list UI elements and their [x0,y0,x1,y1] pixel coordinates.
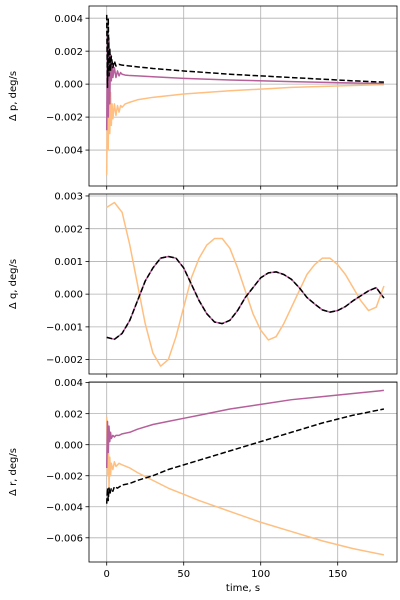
x-tick-label-3: 150 [328,569,347,580]
y-tick-label-4: 0.002 [54,224,83,235]
series-line-2 [107,35,384,131]
y-tick-label-0: −0.006 [46,533,83,544]
y-tick-label-3: 0.001 [54,257,83,268]
series-line-2 [107,390,384,468]
x-axis-label: time, s [226,583,260,594]
series-line-1 [107,417,384,555]
subplot-3: 0 50 100 150 −0.006 −0.004 −0.002 0.000 0.002 0.0… [8,378,397,594]
y-tick-label-5: 0.003 [54,192,83,203]
series-group [107,203,384,367]
x-tick-label-1: 50 [177,569,190,580]
y-tick-label-3: 0.002 [54,47,83,58]
y-axis-label: Δ p, deg/s [8,71,19,121]
plot-frame [89,6,397,186]
series-line-1 [107,203,384,367]
y-tick-label-4: 0.004 [54,14,83,25]
series-group [107,15,384,175]
series-line-3 [107,409,384,504]
series-line-1 [107,68,384,175]
subplot-2: −0.002 −0.001 0.000 0.001 0.002 0.003 Δ q, deg… [8,192,397,378]
subplot-1: −0.004 −0.002 0.000 0.002 0.004 Δ p, deg/s [8,6,397,190]
y-tick-label-3: 0.000 [54,440,83,451]
y-tick-label-0: −0.002 [46,355,83,366]
x-tick-label-2: 100 [251,569,270,580]
x-tick-label-0: 0 [104,569,110,580]
y-tick-label-2: 0.000 [54,290,83,301]
y-tick-label-1: −0.002 [46,113,83,124]
y-axis-label: Δ r, deg/s [8,448,19,496]
y-tick-label-2: −0.002 [46,471,83,482]
y-tick-label-2: 0.000 [54,80,83,91]
y-tick-label-1: −0.004 [46,502,83,513]
y-tick-label-0: −0.004 [46,146,83,157]
y-axis-label: Δ q, deg/s [8,259,19,309]
y-tick-label-1: −0.001 [46,322,83,333]
y-tick-label-5: 0.004 [54,378,83,389]
y-tick-label-4: 0.002 [54,409,83,420]
series-group [107,390,384,554]
